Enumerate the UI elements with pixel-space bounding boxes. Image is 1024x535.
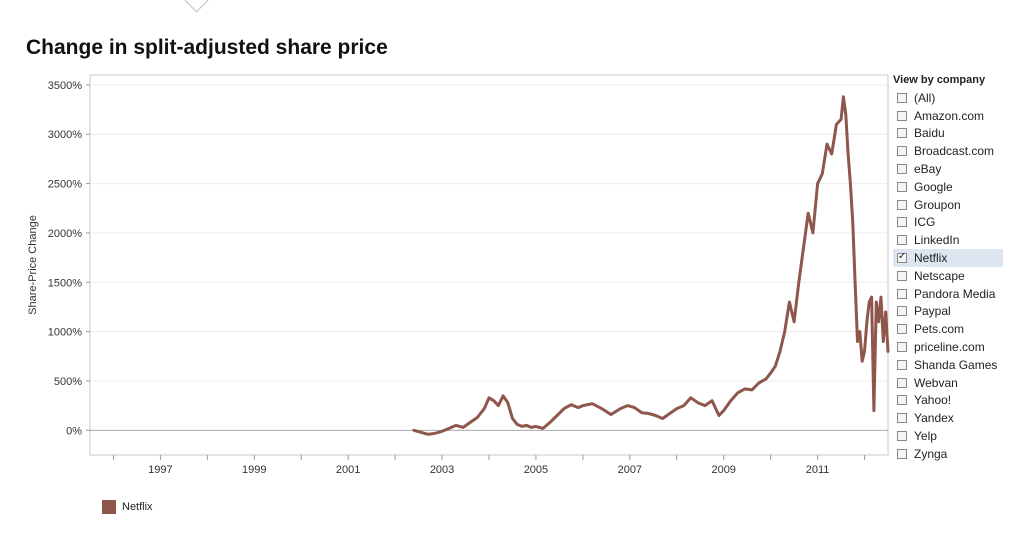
filter-item-label: Yandex — [914, 411, 954, 426]
y-tick-label: 1000% — [48, 327, 82, 339]
filter-item-label: Broadcast.com — [914, 144, 995, 159]
filter-item-label: priceline.com — [914, 340, 985, 355]
filter-item[interactable]: ICG — [893, 214, 1003, 232]
filter-checkbox[interactable] — [897, 448, 907, 459]
filter-checkbox[interactable] — [897, 217, 907, 228]
y-tick-label: 2500% — [48, 179, 82, 191]
filter-checkbox[interactable] — [897, 146, 907, 157]
filter-checkbox[interactable] — [897, 110, 907, 121]
x-tick-label: 2003 — [430, 464, 454, 476]
x-tick-label: 1997 — [148, 464, 172, 476]
filter-item-label: eBay — [914, 162, 942, 177]
filter-checkbox[interactable] — [897, 270, 907, 281]
plot-area — [89, 74, 889, 456]
filter-item[interactable]: (All) — [893, 89, 1003, 107]
filter-item[interactable]: Zynga — [893, 445, 1003, 463]
filter-item[interactable]: Netscape — [893, 267, 1003, 285]
filter-item[interactable]: eBay — [893, 160, 1003, 178]
legend: Netflix — [102, 500, 153, 514]
filter-checkbox[interactable] — [897, 306, 907, 317]
filter-item[interactable]: Yelp — [893, 427, 1003, 445]
filter-item-label: Webvan — [914, 375, 958, 390]
filter-checkbox[interactable] — [897, 92, 907, 103]
filter-item[interactable]: Pets.com — [893, 320, 1003, 338]
filter-checkbox[interactable] — [897, 164, 907, 175]
filter-checkbox[interactable] — [897, 342, 907, 353]
filter-item[interactable]: Paypal — [893, 303, 1003, 321]
filter-checkbox[interactable] — [897, 377, 907, 388]
filter-item-label: Netflix — [914, 251, 948, 266]
y-tick-label: 500% — [54, 376, 82, 388]
company-filter: View by company (All) Amazon.com Baidu Broa… — [893, 74, 1003, 463]
filter-title: View by company — [893, 74, 986, 86]
filter-item-label: Baidu — [914, 126, 945, 141]
x-tick-label: 2001 — [336, 464, 360, 476]
page-title: Change in split-adjusted share price — [26, 36, 388, 59]
x-axis: 1997 1999 2001 2003 2005 2007 2009 2011 — [112, 455, 866, 476]
filter-item-label: Google — [914, 179, 953, 194]
series-layer — [412, 95, 890, 436]
x-tick-label: 2011 — [806, 464, 830, 476]
x-tick-label: 2005 — [524, 464, 548, 476]
filter-item-label: Groupon — [914, 197, 961, 212]
y-tick-label: 2000% — [48, 228, 82, 240]
filter-checkbox[interactable] — [897, 395, 907, 406]
filter-checkbox[interactable] — [897, 128, 907, 139]
filter-checkbox[interactable] — [897, 251, 907, 264]
filter-item-label: Yahoo! — [914, 393, 952, 408]
filter-checkbox[interactable] — [897, 413, 907, 424]
filter-checkbox[interactable] — [897, 324, 907, 335]
filter-item[interactable]: Netflix — [893, 249, 1003, 267]
filter-item-label: LinkedIn — [914, 233, 960, 248]
filter-checkbox[interactable] — [897, 199, 907, 210]
filter-item[interactable]: Shanda Games — [893, 356, 1003, 374]
filter-item[interactable]: Yahoo! — [893, 392, 1003, 410]
filter-item-label: (All) — [914, 90, 936, 105]
filter-item-label: Pets.com — [914, 322, 965, 337]
filter-item-label: Paypal — [914, 304, 951, 319]
y-tick-label: 3500% — [48, 80, 82, 92]
filter-item[interactable]: Google — [893, 178, 1003, 196]
y-axis: 0% 500% 1000% 1500% 2000% 2500% 3000% 3500% — [48, 80, 90, 437]
legend-label: Netflix — [122, 501, 153, 513]
filter-list: (All) Amazon.com Baidu Broadcast.com eBay Goo… — [893, 89, 1003, 463]
filter-checkbox[interactable] — [897, 288, 907, 299]
x-tick-label: 2009 — [711, 464, 735, 476]
legend-swatch — [102, 500, 116, 514]
filter-item[interactable]: Webvan — [893, 374, 1003, 392]
x-tick-label: 2007 — [618, 464, 642, 476]
x-tick-label: 1999 — [242, 464, 266, 476]
filter-item-label: Netscape — [914, 268, 965, 283]
filter-item[interactable]: Amazon.com — [893, 107, 1003, 125]
filter-checkbox[interactable] — [897, 431, 907, 442]
y-tick-label: 3000% — [48, 129, 82, 141]
y-axis-label: Share-Price Change — [27, 215, 39, 315]
filter-item-label: ICG — [914, 215, 936, 230]
filter-item-label: Amazon.com — [914, 108, 985, 123]
filter-item-label: Shanda Games — [914, 357, 998, 372]
filter-item-label: Zynga — [914, 446, 948, 461]
filter-item[interactable]: Yandex — [893, 409, 1003, 427]
filter-item[interactable]: Broadcast.com — [893, 142, 1003, 160]
filter-checkbox[interactable] — [897, 181, 907, 192]
y-tick-label: 0% — [66, 425, 82, 437]
filter-item[interactable]: Groupon — [893, 196, 1003, 214]
filter-item-label: Pandora Media — [914, 286, 996, 301]
filter-item[interactable]: priceline.com — [893, 338, 1003, 356]
series-line-netflix — [412, 95, 890, 436]
y-tick-label: 1500% — [48, 277, 82, 289]
filter-item[interactable]: LinkedIn — [893, 231, 1003, 249]
filter-item-label: Yelp — [914, 429, 937, 444]
filter-item[interactable]: Pandora Media — [893, 285, 1003, 303]
filter-checkbox[interactable] — [897, 235, 907, 246]
filter-checkbox[interactable] — [897, 359, 907, 370]
grid-lines — [90, 84, 888, 431]
filter-item[interactable]: Baidu — [893, 125, 1003, 143]
